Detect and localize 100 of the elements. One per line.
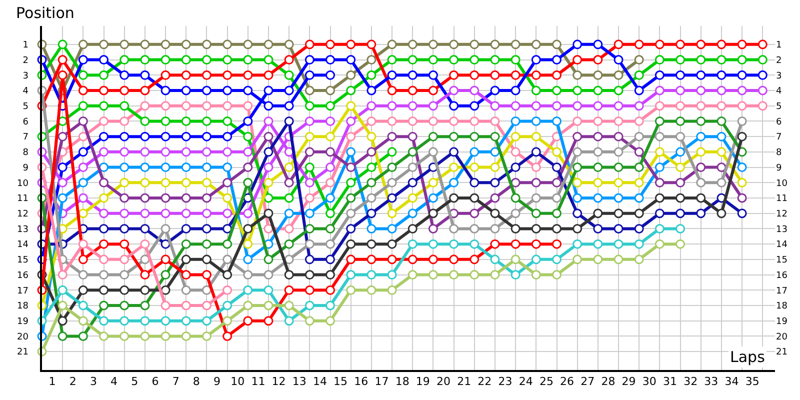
point (284, 86, 294, 96)
point (654, 70, 664, 80)
point (614, 162, 624, 172)
point (222, 116, 232, 126)
point (366, 178, 376, 188)
point (304, 178, 314, 188)
point (366, 285, 376, 295)
point (120, 162, 130, 172)
point (243, 316, 253, 326)
point (181, 331, 191, 341)
point (243, 70, 253, 80)
point (326, 40, 336, 50)
point (408, 55, 418, 65)
point (120, 331, 130, 341)
point (120, 285, 130, 295)
point (284, 101, 294, 111)
point (676, 239, 686, 249)
point (140, 55, 150, 65)
point (552, 55, 562, 65)
point (614, 193, 624, 203)
point (284, 70, 294, 80)
point (408, 116, 418, 126)
point (304, 316, 314, 326)
point (264, 224, 274, 234)
point (531, 193, 541, 203)
point (490, 193, 500, 203)
point (181, 162, 191, 172)
point (428, 147, 438, 157)
point (716, 147, 726, 157)
point (531, 55, 541, 65)
point (304, 162, 314, 172)
point (304, 101, 314, 111)
point (737, 178, 747, 188)
point (676, 40, 686, 50)
x-tick-label: 31 (662, 374, 677, 388)
point (593, 116, 603, 126)
point (346, 193, 356, 203)
y-tick-label: 19 (16, 317, 29, 328)
point (346, 116, 356, 126)
point (614, 70, 624, 80)
y-tick-label: 9 (22, 163, 29, 174)
y-tick-label: 14 (16, 240, 29, 250)
point (408, 40, 418, 50)
point (202, 178, 212, 188)
x-tick-label: 18 (395, 374, 410, 388)
point (758, 70, 768, 80)
point (304, 132, 314, 142)
point (120, 224, 130, 234)
point (284, 208, 294, 218)
point (99, 208, 109, 218)
point (120, 316, 130, 326)
point (470, 178, 480, 188)
point (366, 101, 376, 111)
point (78, 300, 88, 310)
y-axis-title: Position (16, 4, 74, 22)
point (614, 224, 624, 234)
point (387, 40, 397, 50)
point (510, 70, 520, 80)
point (326, 162, 336, 172)
y-tick-label: 7 (22, 132, 28, 143)
x-tick-label: 14 (312, 374, 327, 388)
y2-tick-label: 3 (776, 71, 782, 82)
point (696, 193, 706, 203)
point (304, 285, 314, 295)
y2-tick-label: 9 (776, 163, 782, 174)
point (181, 40, 191, 50)
point (654, 224, 664, 234)
point (428, 224, 438, 234)
point (470, 40, 480, 50)
point (181, 300, 191, 310)
point (264, 147, 274, 157)
point (202, 239, 212, 249)
point (99, 300, 109, 310)
point (634, 224, 644, 234)
point (614, 132, 624, 142)
point (758, 101, 768, 111)
point (490, 224, 500, 234)
x-tick-label: 25 (539, 374, 554, 388)
point (366, 270, 376, 280)
point (181, 208, 191, 218)
point (531, 162, 541, 172)
point (531, 70, 541, 80)
point (470, 101, 480, 111)
point (140, 101, 150, 111)
y-tick-label: 15 (16, 256, 28, 266)
point (614, 86, 624, 96)
point (264, 55, 274, 65)
point (387, 55, 397, 65)
point (366, 40, 376, 50)
point (387, 86, 397, 96)
y2-tick-label: 14 (776, 240, 788, 250)
point (99, 254, 109, 264)
point (366, 132, 376, 142)
point (243, 55, 253, 65)
point (120, 86, 130, 96)
point (510, 147, 520, 157)
point (696, 86, 706, 96)
point (676, 101, 686, 111)
point (304, 147, 314, 157)
point (696, 116, 706, 126)
